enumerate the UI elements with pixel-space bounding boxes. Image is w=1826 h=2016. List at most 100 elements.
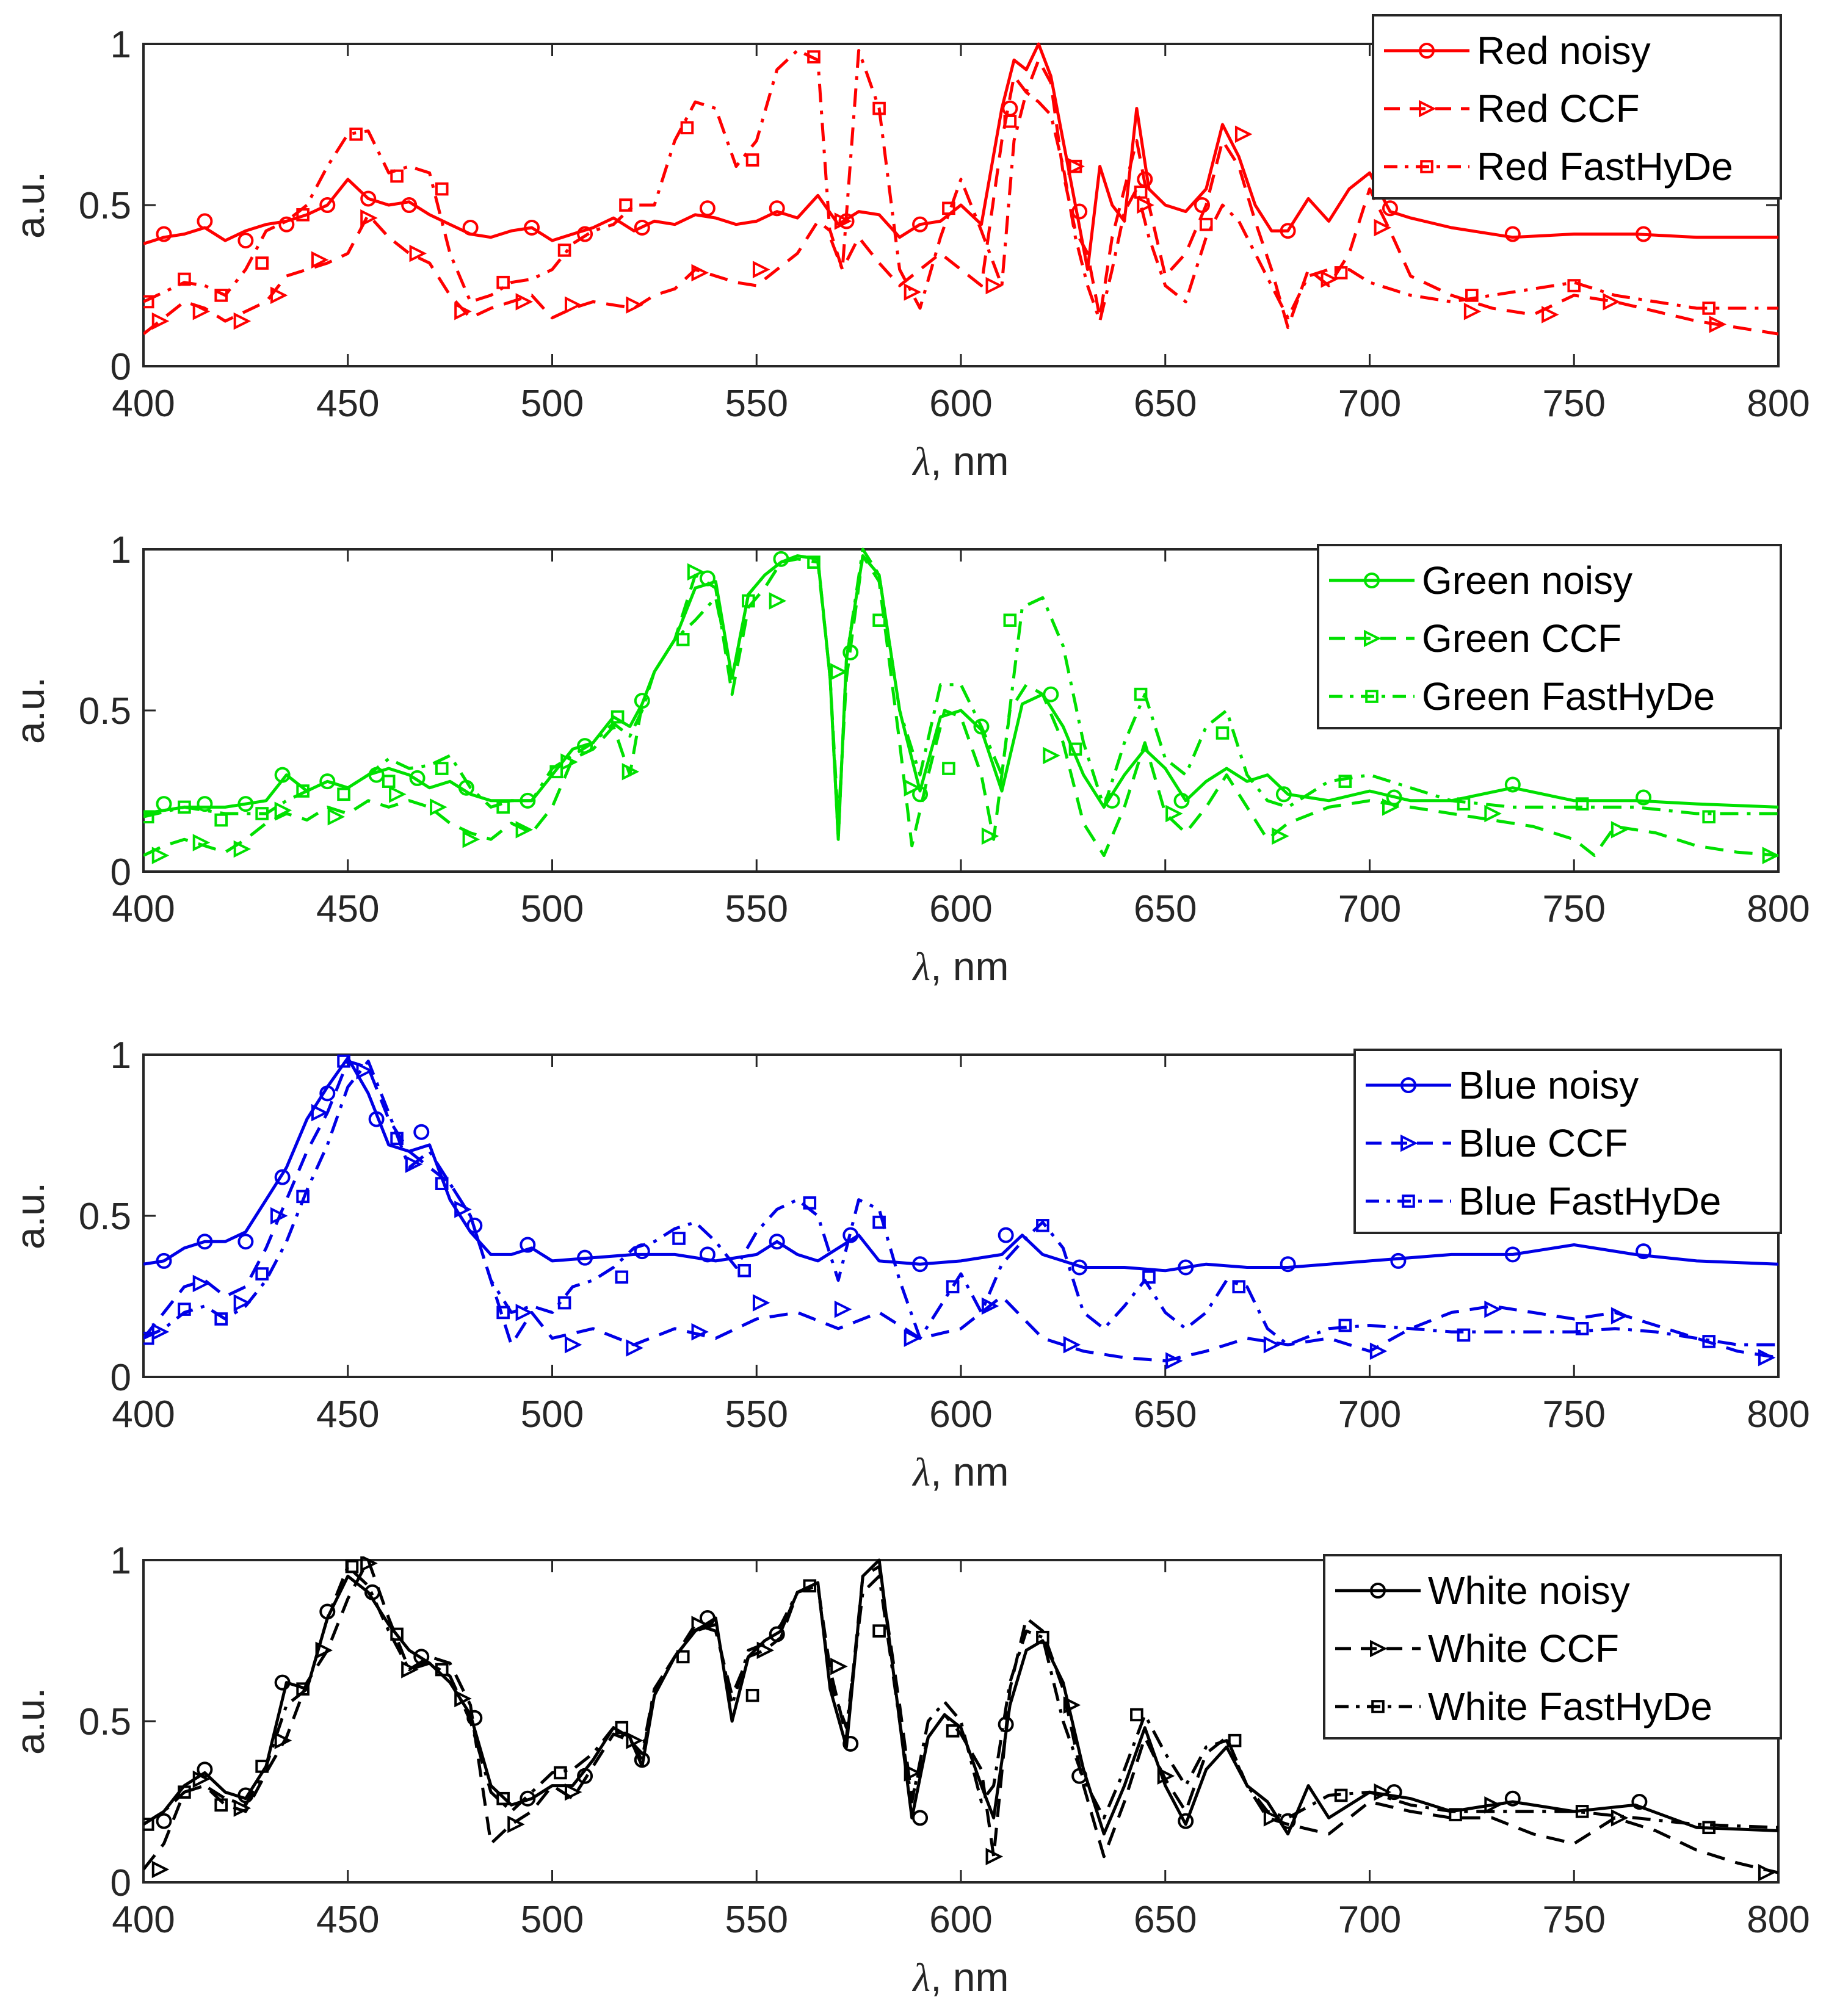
- data-point-square: [807, 50, 821, 63]
- data-point-triangle-right: [564, 296, 582, 314]
- data-point-square: [803, 1196, 817, 1210]
- data-point-square: [178, 800, 191, 814]
- x-tick-label: 700: [1338, 1393, 1401, 1436]
- data-point-circle: [842, 1735, 859, 1752]
- legend-box: [1372, 14, 1782, 200]
- data-point-triangle-right: [752, 261, 770, 278]
- data-point-circle: [274, 1674, 291, 1691]
- data-point-triangle-right: [507, 1815, 525, 1834]
- data-point-triangle-right: [389, 786, 407, 803]
- data-point-square: [680, 121, 694, 135]
- data-point-square: [1334, 266, 1348, 280]
- data-point-square: [1457, 1328, 1471, 1342]
- data-point-square: [349, 128, 363, 141]
- legend-marker-triangle-right: [1400, 1134, 1418, 1152]
- data-point-triangle-right: [830, 663, 848, 681]
- data-point-triangle-right: [564, 1335, 582, 1354]
- x-tick-label: 750: [1543, 888, 1606, 930]
- y-tick-label: 0: [111, 851, 131, 894]
- data-point-square: [214, 289, 228, 302]
- data-point-circle: [1636, 226, 1652, 242]
- data-point-square: [435, 762, 449, 775]
- data-point-circle: [1636, 1243, 1652, 1260]
- data-point-triangle-right: [1272, 827, 1289, 845]
- data-point-square: [345, 1559, 359, 1573]
- series-dashdot: [143, 49, 1778, 323]
- x-tick-label: 650: [1134, 1393, 1197, 1436]
- data-point-square: [1134, 186, 1148, 199]
- data-point-circle: [520, 1790, 536, 1807]
- chart-green: 400 450 500 550 600 650 700 750 800 0 0.5 1 λ, nm a.u…: [7, 529, 1810, 989]
- data-point-square: [676, 1650, 690, 1664]
- series-line: [143, 554, 1778, 858]
- data-point-triangle-right: [904, 283, 922, 301]
- x-axis-label: λ, nm: [912, 1954, 1009, 2000]
- legend-marker-square: [1420, 160, 1433, 173]
- data-point-square: [296, 784, 310, 798]
- data-point-square: [676, 633, 690, 646]
- x-tick-label: 800: [1747, 1899, 1810, 1941]
- x-tick-label: 600: [929, 1393, 992, 1436]
- data-point-square: [737, 1263, 751, 1277]
- data-point-square: [557, 244, 571, 257]
- x-tick-label: 500: [521, 383, 584, 425]
- data-point-square: [435, 1663, 449, 1677]
- data-point-triangle-right: [1369, 1342, 1388, 1360]
- data-point-square: [1130, 1708, 1143, 1722]
- data-point-square: [255, 1267, 269, 1281]
- data-point-circle: [197, 1234, 213, 1250]
- data-point-triangle-right: [360, 1556, 378, 1572]
- data-point-square: [296, 1190, 310, 1204]
- x-tick-label: 550: [725, 1393, 788, 1436]
- data-point-circle: [912, 216, 929, 233]
- data-point-triangle-right: [430, 798, 447, 816]
- data-point-triangle-right: [1063, 1335, 1081, 1354]
- legend-entry: Green FastHyDe: [1422, 674, 1715, 718]
- data-point-triangle-right: [356, 1062, 374, 1080]
- x-tick-label: 800: [1747, 888, 1810, 930]
- data-point-triangle-right: [1758, 1349, 1776, 1367]
- data-point-square: [390, 1132, 404, 1146]
- data-point-square: [1338, 1318, 1352, 1332]
- data-point-square: [214, 1798, 228, 1812]
- data-point-circle: [842, 1227, 859, 1243]
- data-point-square: [872, 613, 886, 627]
- data-point-triangle-right: [192, 1274, 211, 1293]
- data-point-triangle-right: [1374, 219, 1392, 237]
- data-point-triangle-right: [233, 1294, 252, 1312]
- x-tick-label: 600: [929, 1899, 992, 1941]
- data-point-square: [337, 1054, 350, 1068]
- data-point-triangle-right: [515, 821, 534, 839]
- data-point-square: [178, 1785, 191, 1799]
- x-axis-label-unit: , nm: [930, 944, 1009, 989]
- data-point-square: [1232, 1280, 1246, 1293]
- data-point-circle: [237, 796, 254, 812]
- data-point-circle: [1280, 223, 1296, 239]
- data-point-triangle-right: [1484, 804, 1502, 823]
- data-point-square: [296, 1682, 310, 1696]
- data-point-triangle-right: [1610, 1307, 1629, 1324]
- data-point-triangle-right: [1234, 125, 1253, 143]
- chart-red: 400 450 500 550 600 650 700 750 800 0 0.5 1 λ, nm a.u…: [7, 14, 1810, 484]
- data-point-square: [143, 1818, 154, 1831]
- data-point-triangle-right: [151, 1860, 170, 1879]
- legend-marker-circle: [1364, 573, 1380, 588]
- legend-marker-circle: [1400, 1077, 1416, 1093]
- data-point-circle: [699, 1246, 716, 1263]
- data-point-triangle-right: [621, 763, 640, 781]
- data-point-square: [615, 1270, 629, 1284]
- data-point-circle: [1275, 786, 1292, 803]
- x-tick-label: 550: [725, 888, 788, 930]
- x-tick-label: 400: [112, 888, 175, 930]
- data-point-circle: [319, 1085, 336, 1102]
- data-point-square: [1216, 726, 1230, 740]
- series-dashdot: [143, 1054, 1778, 1348]
- series-line: [143, 42, 1778, 272]
- x-tick-label: 450: [316, 1899, 379, 1941]
- legend-entry: Red CCF: [1477, 87, 1640, 131]
- x-tick-label: 700: [1338, 383, 1401, 425]
- data-point-square: [178, 272, 191, 286]
- data-point-triangle-right: [756, 1641, 775, 1660]
- x-tick-label: 400: [112, 383, 175, 425]
